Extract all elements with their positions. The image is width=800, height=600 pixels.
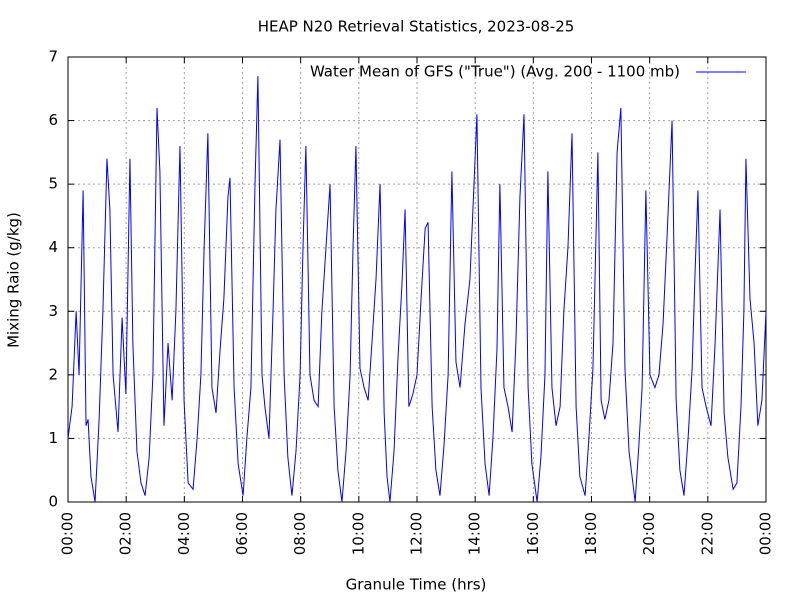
- chart-title: HEAP N20 Retrieval Statistics, 2023-08-2…: [258, 18, 575, 36]
- x-tick-label: 20:00: [640, 512, 658, 555]
- x-tick-label: 10:00: [349, 512, 367, 555]
- x-tick-label: 16:00: [524, 512, 542, 555]
- y-tick-label: 7: [48, 48, 58, 66]
- y-tick-label: 2: [48, 365, 58, 383]
- y-axis-label: Mixing Raio (g/kg): [5, 212, 23, 348]
- x-tick-label: 00:00: [757, 512, 775, 555]
- x-tick-label: 02:00: [117, 512, 135, 555]
- y-tick-label: 1: [48, 429, 58, 447]
- x-tick-label: 06:00: [233, 512, 251, 555]
- y-tick-label: 0: [48, 493, 58, 511]
- y-tick-label: 4: [48, 238, 58, 256]
- data-line: [67, 76, 767, 503]
- x-tick-label: 08:00: [291, 512, 309, 555]
- y-tick-label: 6: [48, 111, 58, 129]
- x-tick-label: 00:00: [59, 512, 77, 555]
- plot-frame: [67, 56, 767, 503]
- y-tick-label: 3: [48, 302, 58, 320]
- x-tick-label: 22:00: [698, 512, 716, 555]
- x-tick-label: 12:00: [408, 512, 426, 555]
- x-tick-label: 18:00: [582, 512, 600, 555]
- x-tick-label: 04:00: [175, 512, 193, 555]
- legend-label: Water Mean of GFS ("True") (Avg. 200 - 1…: [310, 63, 680, 81]
- x-axis-label: Granule Time (hrs): [346, 576, 487, 594]
- x-tick-label: 14:00: [466, 512, 484, 555]
- y-tick-label: 5: [48, 175, 58, 193]
